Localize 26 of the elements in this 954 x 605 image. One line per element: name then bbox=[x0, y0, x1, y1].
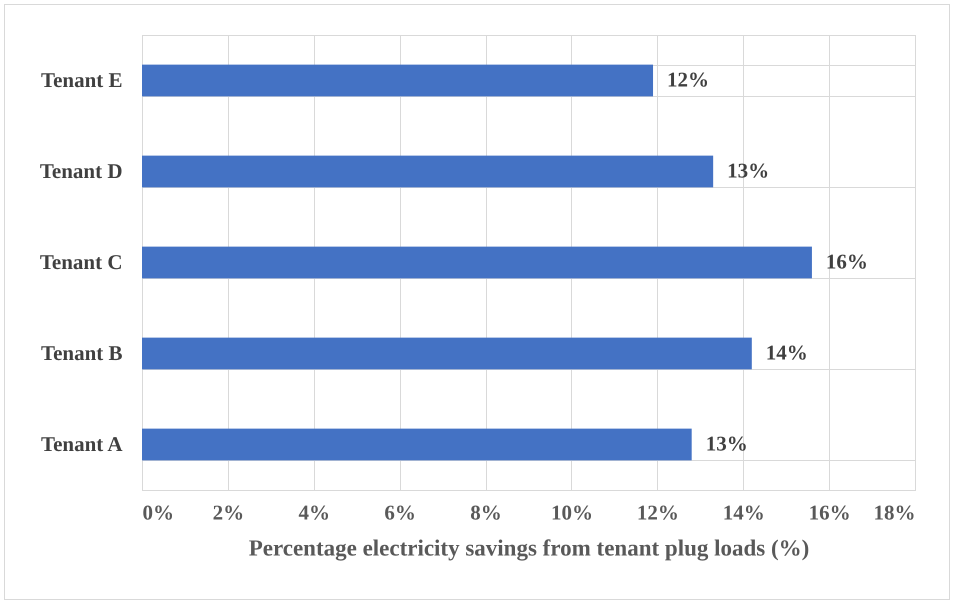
bar bbox=[142, 156, 714, 188]
bar bbox=[142, 246, 812, 278]
y-tick-label: Tenant D bbox=[40, 159, 122, 183]
x-tick-label: 4% bbox=[298, 500, 330, 524]
x-tick-label: 12% bbox=[636, 500, 679, 524]
x-tick-label: 0% bbox=[142, 500, 174, 524]
data-label: 12% bbox=[667, 68, 710, 92]
y-tick-label: Tenant A bbox=[40, 432, 124, 456]
x-tick-label: 18% bbox=[874, 500, 916, 524]
data-label: 16% bbox=[826, 250, 868, 274]
x-tick-label: 14% bbox=[722, 500, 765, 524]
y-tick-label: Tenant B bbox=[40, 341, 122, 365]
x-tick-label: 2% bbox=[212, 500, 244, 524]
bar bbox=[142, 428, 692, 460]
data-label: 14% bbox=[766, 340, 808, 364]
bar bbox=[142, 64, 654, 96]
x-tick-label: 10% bbox=[550, 500, 593, 524]
data-label: 13% bbox=[727, 158, 770, 182]
x-tick-label: 8% bbox=[470, 500, 502, 524]
y-tick-label: Tenant C bbox=[40, 250, 122, 274]
x-axis-title: Percentage electricity savings from tenant plug loads (%) bbox=[248, 536, 810, 562]
bar bbox=[142, 338, 752, 370]
x-tick-label: 6% bbox=[384, 500, 416, 524]
data-label: 13% bbox=[706, 432, 748, 456]
x-tick-label: 16% bbox=[808, 500, 851, 524]
y-tick-label: Tenant E bbox=[40, 68, 122, 92]
